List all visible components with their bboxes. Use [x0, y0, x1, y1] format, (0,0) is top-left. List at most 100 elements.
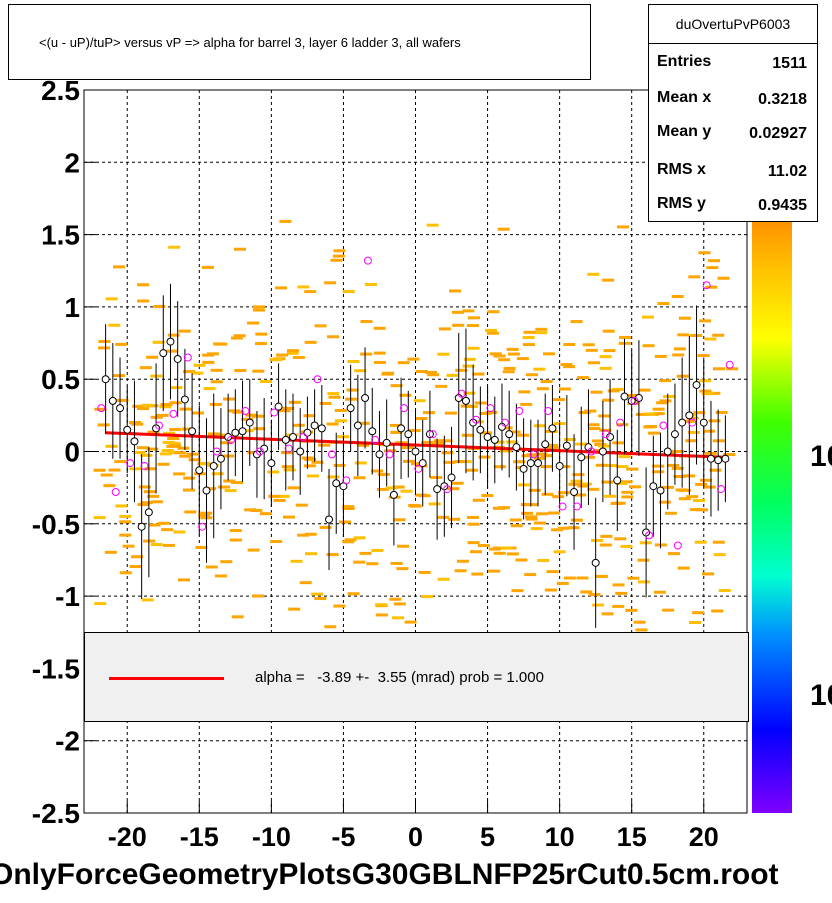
alt-point — [385, 450, 394, 459]
histogram-cell — [334, 419, 347, 423]
histogram-cell — [447, 487, 460, 491]
profile-point — [584, 443, 593, 452]
histogram-cell — [487, 310, 500, 314]
histogram-cell — [471, 420, 484, 424]
histogram-cell — [173, 530, 186, 534]
histogram-cell — [524, 573, 537, 577]
stats-row-rms-x: RMS x 11.02 — [649, 153, 817, 187]
profile-point — [483, 433, 492, 442]
alt-point — [241, 407, 250, 416]
histogram-cell — [544, 588, 557, 592]
histogram-cell — [389, 423, 402, 427]
histogram-cell — [306, 474, 319, 478]
profile-point — [202, 486, 211, 495]
axes: -20 -15 -10 -5 0 5 10 15 20 -2.5 -2 -1.5 -1 -0.5 0 0.5 1… — [32, 75, 719, 852]
profile-point — [505, 430, 514, 439]
histogram-cell — [116, 398, 129, 402]
histogram-cell — [381, 372, 394, 376]
alt-point — [342, 476, 351, 485]
histogram-cell — [510, 524, 523, 528]
histogram-cell — [229, 538, 242, 542]
histogram-cell — [642, 344, 655, 348]
alt-point — [255, 447, 264, 456]
histogram-cell — [506, 347, 519, 351]
histogram-cell — [375, 603, 388, 607]
histogram-cell — [161, 449, 174, 453]
histogram-cell — [605, 464, 618, 468]
histogram-cell — [141, 403, 154, 407]
histogram-cell — [695, 482, 708, 486]
profile-point — [404, 430, 413, 439]
histogram-cell — [689, 620, 702, 624]
profile-point — [562, 441, 571, 450]
histogram-cell — [726, 367, 739, 371]
histogram-cell — [437, 577, 450, 581]
histogram-cell — [137, 299, 150, 303]
histogram-cell — [273, 498, 286, 502]
histogram-cell — [169, 401, 182, 405]
histogram-cell — [112, 265, 125, 269]
histogram-cell — [693, 411, 706, 415]
histogram-cell — [656, 401, 669, 405]
histogram-cell — [604, 494, 617, 498]
alt-point — [414, 464, 423, 473]
histogram-cell — [557, 491, 570, 495]
histogram-cell — [220, 560, 233, 564]
histogram-cell — [153, 304, 166, 308]
profile-point — [570, 487, 579, 496]
profile-point — [224, 433, 233, 442]
histogram-cell — [579, 482, 592, 486]
histogram-cell — [511, 589, 524, 593]
histogram-cell — [324, 281, 337, 285]
profile-point — [353, 421, 362, 430]
profile-point — [512, 443, 521, 452]
alt-point — [327, 450, 336, 459]
histogram-cell — [503, 366, 516, 370]
histogram-cell — [712, 439, 725, 443]
histogram-cell — [270, 540, 283, 544]
alt-point — [111, 487, 120, 496]
histogram-cell — [433, 439, 446, 443]
histogram-cell — [165, 349, 178, 353]
profile-point — [382, 438, 391, 447]
histogram-cell — [141, 598, 154, 602]
histogram-cell — [498, 358, 511, 362]
alt-point — [688, 418, 697, 427]
histogram-cell — [705, 285, 718, 289]
alt-point — [659, 421, 668, 430]
histogram-cell — [615, 481, 628, 485]
histogram-cell — [698, 251, 711, 255]
profile-point — [526, 459, 535, 468]
histogram-cell — [93, 468, 106, 472]
histogram-cell — [540, 454, 553, 458]
histogram-cell — [590, 390, 603, 394]
histogram-cell — [567, 526, 580, 530]
histogram-cell — [327, 475, 340, 479]
profile-point — [642, 528, 651, 537]
histogram-cell — [411, 462, 424, 466]
histogram-cell — [427, 373, 440, 377]
histogram-cell — [192, 411, 205, 415]
histogram-cell — [150, 543, 163, 547]
stats-histogram-name: duOvertuPvP6003 — [649, 5, 817, 44]
histogram-cell — [637, 558, 650, 562]
stats-key: Mean y — [657, 123, 712, 140]
histogram-cell — [131, 555, 144, 559]
histogram-cell — [342, 505, 355, 509]
profile-point — [411, 447, 420, 456]
profile-point — [721, 454, 730, 463]
profile-point — [144, 508, 153, 517]
histogram-cell — [688, 275, 701, 279]
histogram-cell — [244, 508, 257, 512]
histogram-cell — [366, 562, 379, 566]
histogram-cell — [295, 503, 308, 507]
histogram-cell — [712, 333, 725, 337]
histogram-cell — [662, 608, 675, 612]
histogram-cell — [708, 419, 721, 423]
histogram-cell — [159, 405, 172, 409]
profile-point — [152, 424, 161, 433]
histogram-cell — [94, 602, 107, 606]
histogram-cell — [638, 388, 651, 392]
x-tick-label: 20 — [689, 822, 719, 852]
histogram-cell — [218, 485, 231, 489]
